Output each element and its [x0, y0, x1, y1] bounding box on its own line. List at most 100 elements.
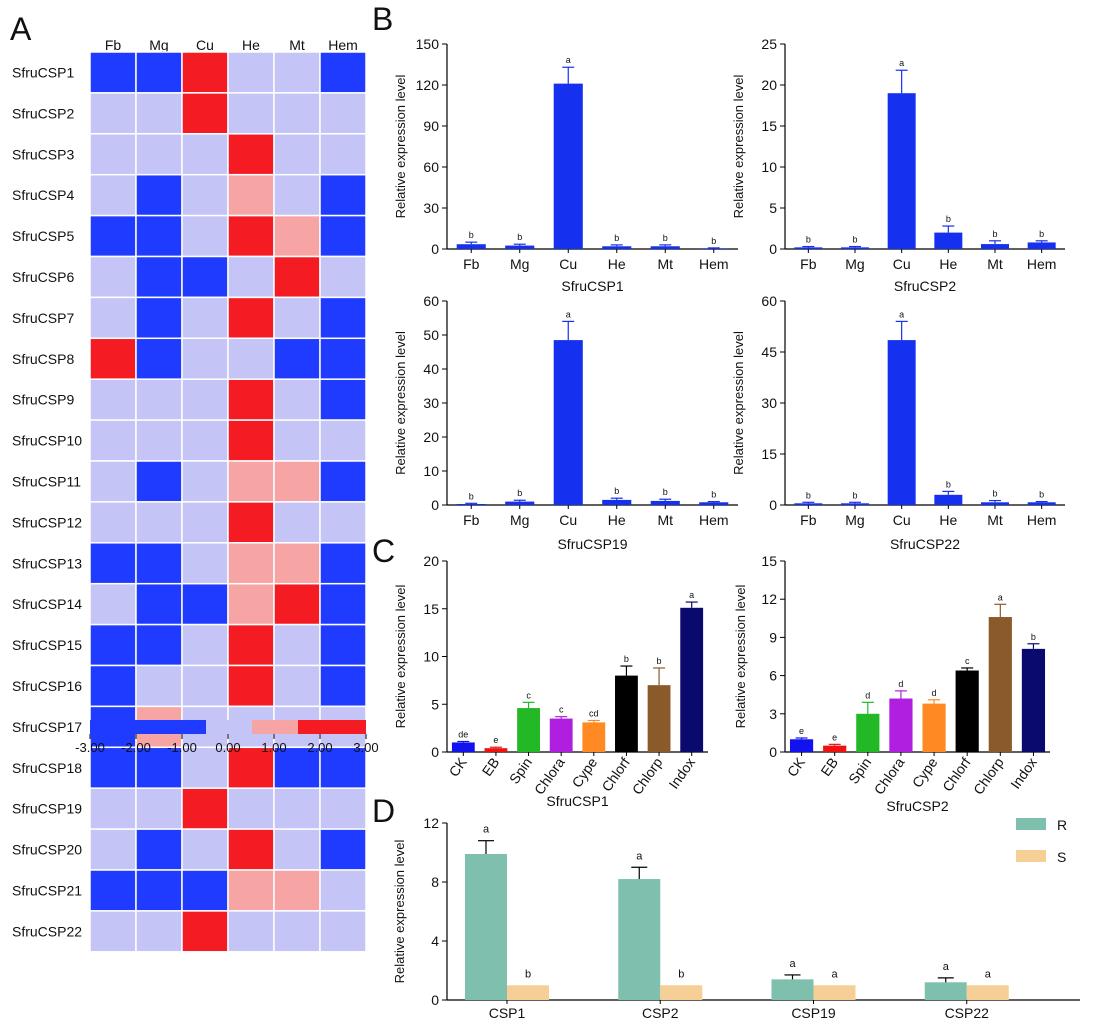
heatmap-row-label: SfruCSP6: [12, 269, 74, 285]
x-tick-label: Chlora: [871, 754, 908, 797]
y-tick-label: 20: [423, 553, 439, 569]
heatmap-cell: [181, 910, 229, 953]
heatmap-cell: [181, 337, 229, 380]
heatmap-cell: [181, 133, 229, 176]
bar: [615, 675, 638, 752]
bar: [813, 985, 856, 1000]
x-tick-label: Mg: [845, 256, 864, 272]
bar: [794, 247, 823, 249]
heatmap-cell: [273, 460, 321, 503]
heatmap-cell: [181, 623, 229, 667]
x-tick-label: Fb: [463, 512, 480, 528]
y-tick-label: 12: [423, 815, 439, 831]
heatmap-cell: [319, 92, 367, 135]
heatmap-cell: [319, 51, 367, 94]
bar: [924, 982, 967, 1000]
heatmap-cell: [273, 255, 321, 299]
heatmap-cell: [135, 869, 183, 912]
heatmap-cell: [181, 542, 229, 585]
heatmap-cell: [273, 869, 321, 912]
heatmap-cell: [319, 623, 367, 667]
x-tick-label: He: [939, 512, 957, 528]
heatmap-cell: [319, 133, 367, 176]
y-tick-label: 50: [423, 327, 439, 343]
heatmap-row-label: SfruCSP19: [12, 801, 82, 817]
heatmap-cell: [319, 582, 367, 626]
heatmap-cell: [135, 501, 183, 544]
x-tick-label: Spin: [845, 755, 874, 787]
heatmap-cell: [135, 173, 183, 217]
y-tick-label: 30: [423, 395, 439, 411]
x-tick-label: Chlorp: [629, 754, 666, 797]
heatmap-column-label: Mt: [289, 37, 305, 53]
heatmap-row-label: SfruCSP2: [12, 105, 74, 121]
y-axis-title: Relative expression level: [733, 584, 748, 728]
x-tick-label: He: [608, 256, 626, 272]
heatmap-column-label: Cu: [196, 37, 214, 53]
y-tick-label: 3: [769, 706, 777, 722]
y-tick-label: 60: [423, 159, 439, 175]
heatmap-cell: [319, 746, 367, 789]
bar: [505, 501, 535, 505]
heatmap-cell: [89, 255, 137, 299]
heatmap-cell: [135, 787, 183, 830]
heatmap-row-label: SfruCSP4: [12, 187, 74, 203]
x-tick-label: EB: [817, 755, 841, 779]
bar: [465, 853, 507, 1000]
heatmap-cell: [227, 869, 275, 912]
x-tick-label: Spin: [506, 755, 535, 787]
bar: [856, 713, 880, 752]
chart-title: SfruCSP2: [894, 278, 956, 294]
significance-letter: a: [985, 968, 992, 980]
heatmap-cell: [273, 214, 321, 258]
y-axis-title: Relative expression level: [393, 584, 408, 728]
heatmap-cell: [319, 378, 367, 421]
heatmap-cell: [227, 51, 275, 94]
x-tick-label: Mg: [845, 512, 864, 528]
x-tick-label: CSP2: [642, 1005, 679, 1020]
y-tick-label: 0: [769, 744, 777, 760]
heatmap-cell: [135, 582, 183, 626]
heatmap-row-label: SfruCSP8: [12, 351, 74, 367]
x-tick-label: CSP1: [489, 1005, 526, 1020]
x-tick-label: Fb: [463, 256, 480, 272]
significance-letter: c: [559, 705, 564, 715]
significance-letter: de: [458, 729, 468, 739]
y-tick-label: 90: [423, 118, 439, 134]
y-tick-label: 0: [431, 497, 439, 513]
y-tick-label: 12: [761, 591, 777, 607]
heatmap-cell: [319, 419, 367, 462]
x-tick-label: Mg: [510, 256, 529, 272]
heatmap-cell: [135, 255, 183, 299]
panel-label-d: D: [372, 793, 395, 829]
heatmap-cell: [135, 746, 183, 789]
x-tick-label: CSP19: [791, 1005, 836, 1020]
y-tick-label: 10: [761, 159, 777, 175]
heatmap-row-label: SfruCSP5: [12, 228, 74, 244]
bar: [934, 494, 963, 505]
legend-swatch: [1016, 850, 1046, 862]
bar: [789, 739, 814, 752]
heatmap-cell: [227, 746, 275, 789]
heatmap-cell: [135, 664, 183, 708]
heatmap-column-label: Mg: [149, 37, 168, 53]
bar: [771, 979, 814, 1000]
y-tick-label: 10: [423, 649, 439, 665]
x-tick-label: CSP22: [945, 1005, 990, 1020]
y-tick-label: 60: [423, 293, 439, 309]
heatmap-cell: [227, 460, 275, 503]
chart-title: SfruCSP19: [557, 536, 627, 552]
y-tick-label: 5: [769, 200, 777, 216]
heatmap-cell: [89, 214, 137, 258]
heatmap-cell: [273, 542, 321, 585]
x-tick-label: EB: [479, 755, 503, 779]
significance-letter: b: [657, 656, 662, 666]
y-tick-label: 0: [431, 744, 439, 760]
y-axis-title: Relative expression level: [393, 331, 408, 475]
x-tick-label: Fb: [800, 256, 817, 272]
chart-title: SfruCSP22: [890, 536, 960, 552]
heatmap-row-label: SfruCSP1: [12, 64, 74, 80]
bar: [680, 607, 704, 752]
significance-letter: e: [493, 735, 498, 745]
